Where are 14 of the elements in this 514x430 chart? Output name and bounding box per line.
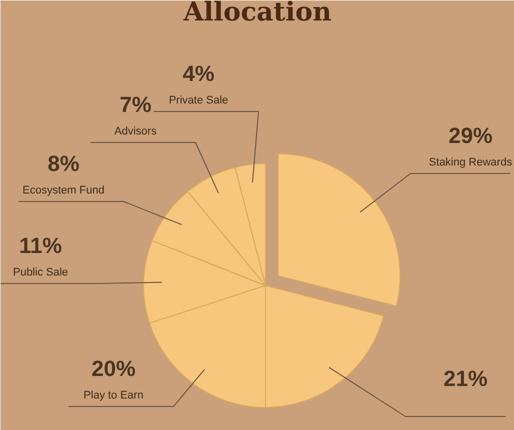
- chart-title: Allocation: [182, 0, 332, 28]
- data-label: 4%: [182, 61, 214, 86]
- data-label: 29%: [448, 123, 493, 148]
- slice-label: Private Sale: [168, 94, 228, 106]
- slice-label: Play to Earn: [84, 390, 144, 402]
- slice-label: Advisors: [114, 126, 158, 138]
- data-label: 20%: [91, 356, 136, 381]
- data-label: 11%: [19, 233, 62, 258]
- slice-label: Public Sale: [12, 266, 68, 278]
- data-label: 7%: [120, 92, 152, 117]
- slice-label: Staking Rewards: [428, 156, 513, 168]
- slice-label: Ecosystem Fund: [22, 184, 104, 196]
- data-label: 8%: [48, 151, 80, 176]
- data-label: 21%: [443, 366, 488, 391]
